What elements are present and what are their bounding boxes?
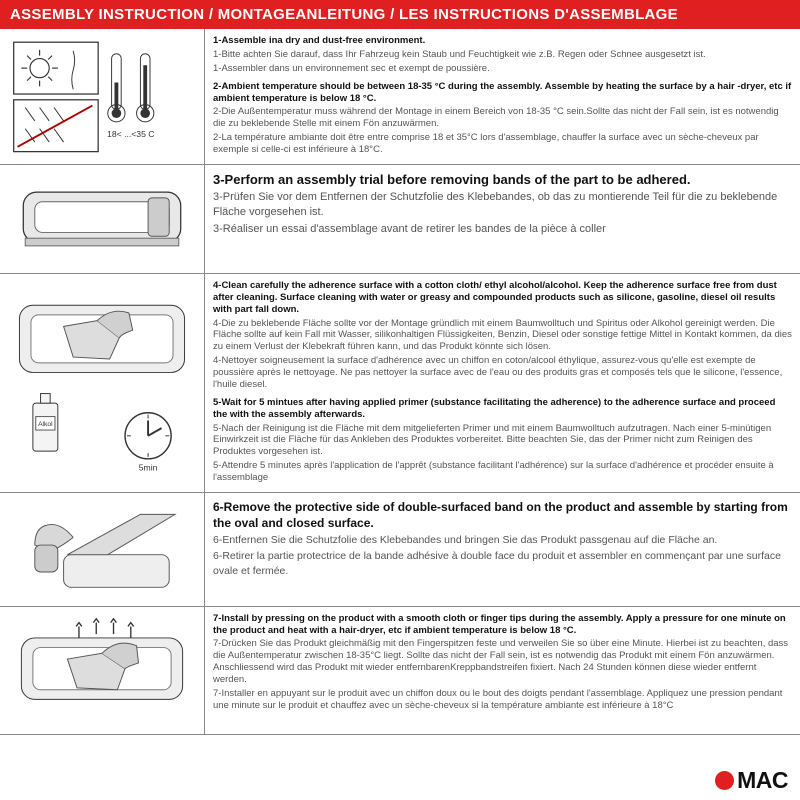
instruction-text-3: 4-Clean carefully the adherence surface … [205, 274, 800, 492]
instruction-row-3: Alkol 5min 4-Clean carefully the adheren… [0, 274, 800, 493]
logo-text: MAC [737, 767, 788, 794]
step3-fr: 3-Réaliser un essai d'assemblage avant d… [213, 222, 792, 237]
instruction-row-2: 3-Perform an assembly trial before remov… [0, 165, 800, 274]
step1-en: 1-Assemble ina dry and dust-free environ… [213, 35, 792, 47]
step7-en: 7-Install by pressing on the product wit… [213, 613, 792, 637]
step4-fr: 4-Nettoyer soigneusement la surface d'ad… [213, 355, 792, 391]
step7-de: 7-Drücken Sie das Produkt gleichmäßig mi… [213, 638, 792, 686]
instruction-text-4: 6-Remove the protective side of double-s… [205, 493, 800, 606]
illustration-environment: 18< ...<35 C [0, 29, 205, 164]
header-title: ASSEMBLY INSTRUCTION / MONTAGEANLEITUNG … [0, 0, 800, 29]
bottle-label: Alkol [38, 421, 53, 428]
step2-fr: 2-La température ambiante doit être entr… [213, 132, 792, 156]
step4-en: 4-Clean carefully the adherence surface … [213, 280, 792, 316]
temp-range-label: 18< ...<35 C [107, 129, 154, 139]
instruction-row-4: 6-Remove the protective side of double-s… [0, 493, 800, 607]
step5-en: 5-Wait for 5 mintues after having applie… [213, 397, 792, 421]
step3-de: 3-Prüfen Sie vor dem Entfernen der Schut… [213, 190, 792, 220]
step4-de: 4-Die zu beklebende Fläche sollte vor de… [213, 318, 792, 354]
step6-en: 6-Remove the protective side of double-s… [213, 499, 792, 531]
step2-en: 2-Ambient temperature should be between … [213, 81, 792, 105]
brand-logo: MAC [715, 767, 788, 794]
step5-de: 5-Nach der Reinigung ist die Fläche mit … [213, 423, 792, 459]
step2-de: 2-Die Außentemperatur muss während der M… [213, 106, 792, 130]
step7-fr: 7-Installer en appuyant sur le produit a… [213, 688, 792, 712]
instruction-text-5: 7-Install by pressing on the product wit… [205, 607, 800, 734]
instruction-rows: 18< ...<35 C 1-Assemble ina dry and dust… [0, 29, 800, 735]
instruction-row-1: 18< ...<35 C 1-Assemble ina dry and dust… [0, 29, 800, 165]
illustration-press [0, 607, 205, 734]
step1-fr: 1-Assembler dans un environnement sec et… [213, 63, 792, 75]
instruction-row-5: 7-Install by pressing on the product wit… [0, 607, 800, 735]
instruction-text-2: 3-Perform an assembly trial before remov… [205, 165, 800, 273]
step6-de: 6-Entfernen Sie die Schutzfolie des Kleb… [213, 533, 792, 547]
illustration-trial [0, 165, 205, 273]
step6-fr: 6-Retirer la partie protectrice de la ba… [213, 549, 792, 577]
illustration-peel [0, 493, 205, 606]
instruction-text-1: 1-Assemble ina dry and dust-free environ… [205, 29, 800, 164]
step3-en: 3-Perform an assembly trial before remov… [213, 171, 792, 189]
illustration-clean: Alkol 5min [0, 274, 205, 492]
logo-dot-icon [715, 771, 734, 790]
step5-fr: 5-Attendre 5 minutes après l'application… [213, 460, 792, 484]
step1-de: 1-Bitte achten Sie darauf, dass Ihr Fahr… [213, 49, 792, 61]
timer-label: 5min [139, 462, 158, 472]
